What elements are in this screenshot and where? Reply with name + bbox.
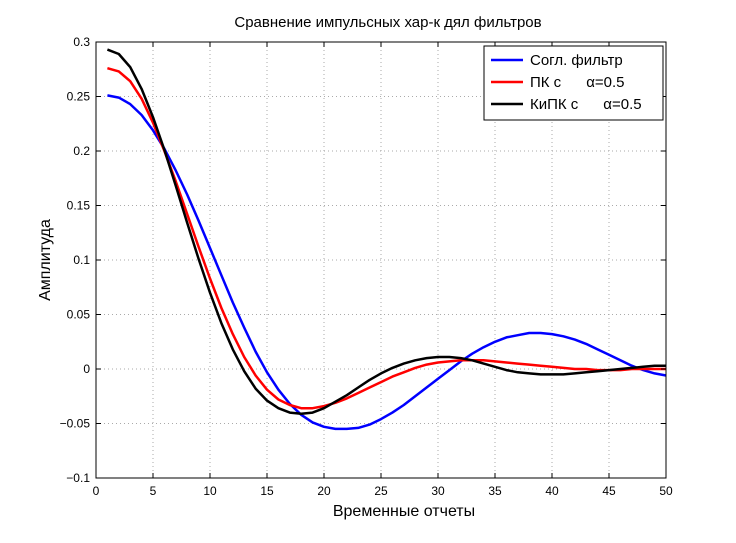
y-tick-label: −0.1 — [66, 471, 90, 485]
x-tick-label: 40 — [545, 484, 559, 498]
y-tick-label: 0.3 — [73, 35, 90, 49]
x-axis-label: Временные отчеты — [333, 503, 475, 520]
legend-label-3: КиПК с α=0.5 — [530, 96, 642, 113]
x-tick-label: 20 — [317, 484, 331, 498]
x-tick-label: 25 — [374, 484, 388, 498]
y-axis-label: Амплитуда — [37, 219, 54, 301]
series-line-3 — [106, 48, 666, 415]
y-tick-label: 0.25 — [67, 90, 91, 104]
y-tick-label: 0.15 — [67, 199, 91, 213]
x-tick-label: 35 — [488, 484, 502, 498]
y-tick-label: −0.05 — [60, 417, 91, 431]
ticks: 0 5 10 15 20 25 30 35 40 45 50 −0.1 −0.05 0 0.05 0.1 0.1… — [60, 35, 673, 498]
y-tick-label: 0.2 — [73, 144, 90, 158]
x-tick-label: 5 — [150, 484, 157, 498]
x-tick-label: 10 — [203, 484, 217, 498]
x-tick-label: 50 — [659, 484, 673, 498]
chart-title: Сравнение импульсных хар-к дял фильтров — [234, 14, 541, 31]
y-tick-label: 0 — [83, 362, 90, 376]
legend-label-1: Согл. фильтр — [530, 52, 623, 69]
legend-label-2: ПК с α=0.5 — [530, 74, 624, 91]
series-line-1 — [107, 94, 667, 431]
y-tick-label: 0.1 — [73, 253, 90, 267]
series-line-2 — [107, 66, 666, 410]
x-tick-label: 0 — [93, 484, 100, 498]
y-tick-label: 0.05 — [67, 308, 91, 322]
legend: Согл. фильтр ПК с α=0.5 КиПК с α=0.5 — [483, 45, 664, 121]
x-tick-label: 30 — [431, 484, 445, 498]
x-tick-label: 15 — [260, 484, 274, 498]
series-layer — [106, 48, 667, 431]
x-tick-label: 45 — [602, 484, 616, 498]
